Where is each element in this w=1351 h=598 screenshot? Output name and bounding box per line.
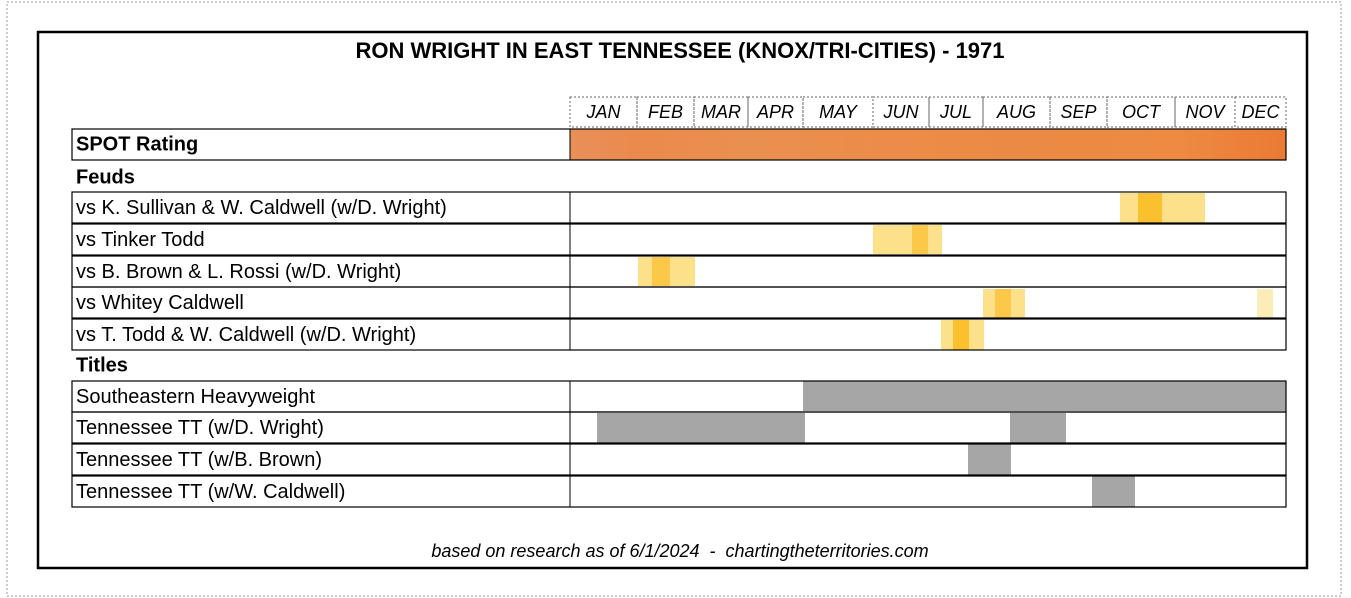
row-box: [71, 443, 1287, 476]
title-spans: [597, 381, 1286, 507]
month-label: JUL: [939, 102, 972, 122]
month-label: MAR: [701, 102, 741, 122]
span: [1010, 413, 1066, 443]
span: [803, 381, 1286, 411]
month-label: JUN: [883, 102, 920, 122]
row-label: vs K. Sullivan & W. Caldwell (w/D. Wrigh…: [76, 197, 447, 219]
row-label: Tennessee TT (w/W. Caldwell): [76, 481, 345, 503]
month-cell: [1106, 96, 1176, 128]
month-cell: [1174, 96, 1236, 128]
footer: based on research as of 6/1/2024 - chart…: [431, 541, 928, 561]
feud-highlights: [638, 193, 1273, 350]
row-box: [71, 191, 1287, 224]
row-label: vs T. Todd & W. Caldwell (w/D. Wright): [76, 324, 416, 346]
month-label: MAY: [819, 102, 859, 122]
span: [597, 413, 805, 443]
row-box: [71, 475, 1287, 508]
row-box: [71, 411, 1287, 444]
highlight: [1257, 289, 1273, 318]
month-label: DEC: [1241, 102, 1280, 122]
section-heading: Titles: [76, 354, 128, 376]
month-label: JAN: [585, 102, 621, 122]
row-label: vs B. Brown & L. Rossi (w/D. Wright): [76, 261, 401, 283]
row-label: vs Tinker Todd: [76, 229, 205, 251]
highlight: [953, 320, 969, 350]
month-header: JAN FEB MAR APR MAY JUN JUL AUG SEP OCT NOV DEC: [569, 96, 1287, 128]
highlight: [995, 289, 1011, 318]
month-label: AUG: [996, 102, 1036, 122]
highlight: [873, 225, 942, 254]
month-cell: [1234, 96, 1287, 128]
title: RON WRIGHT IN EAST TENNESSEE (KNOX/TRI-C…: [355, 38, 1004, 63]
row-box: [71, 286, 1287, 319]
row-label: Tennessee TT (w/B. Brown): [76, 449, 322, 471]
row-box: [71, 318, 1287, 351]
row-label: Southeastern Heavyweight: [76, 386, 315, 408]
highlight: [652, 257, 670, 286]
highlight: [912, 225, 928, 254]
row-label: vs Whitey Caldwell: [76, 292, 244, 314]
span: [1092, 476, 1135, 507]
row-label: SPOT Rating: [76, 133, 198, 155]
frame: [36, 30, 1309, 570]
span: [968, 444, 1011, 475]
row-label: Tennessee TT (w/D. Wright): [76, 417, 324, 439]
month-label: APR: [756, 102, 794, 122]
month-label: SEP: [1060, 102, 1096, 122]
row-box: [71, 223, 1287, 256]
section-heading: Feuds: [76, 166, 135, 188]
month-cell: [982, 96, 1051, 128]
month-label: OCT: [1122, 102, 1162, 122]
highlight: [1138, 193, 1162, 223]
month-label: NOV: [1185, 102, 1226, 122]
spot-bar: [570, 129, 1286, 160]
month-cell: [693, 96, 749, 128]
month-cell: [872, 96, 930, 128]
highlight: [1120, 193, 1205, 223]
month-label: FEB: [648, 102, 683, 122]
row-box: [71, 128, 1287, 161]
month-cell: [569, 96, 638, 128]
month-cell: [928, 96, 984, 128]
